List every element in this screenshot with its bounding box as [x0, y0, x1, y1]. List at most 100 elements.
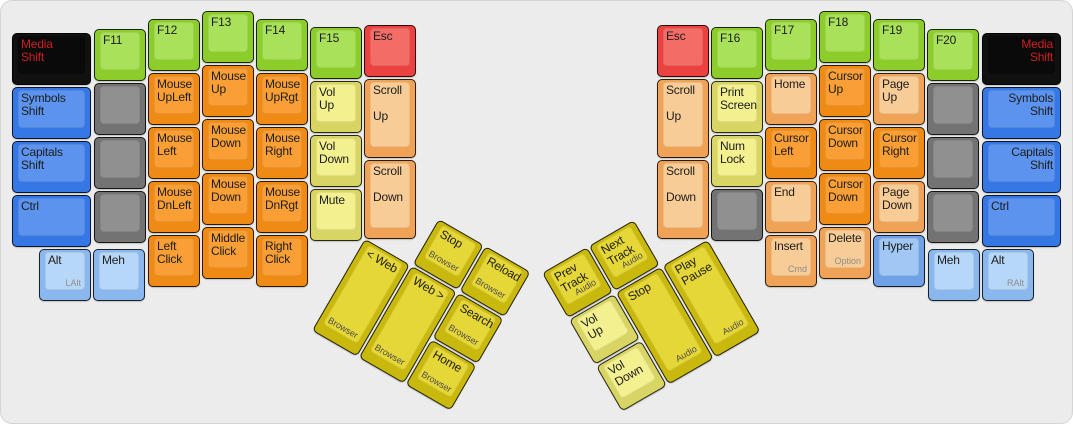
key-label: Vol Up	[319, 85, 336, 112]
keycap-top-surface	[370, 82, 410, 147]
keycap-top-surface	[663, 28, 703, 66]
key-mute[interactable]: Mute	[310, 189, 362, 241]
key-vol-down-left[interactable]: Vol Down	[310, 135, 362, 187]
keycap-top-surface	[988, 36, 1055, 74]
key-f15[interactable]: F15	[310, 27, 362, 79]
key-esc-left[interactable]: Esc	[364, 25, 416, 77]
keycap-top-surface	[208, 68, 248, 106]
key-label: Mouse DnLeft	[157, 185, 193, 212]
key-capitals-shift-right[interactable]: Capitals Shift	[982, 141, 1061, 193]
keycap-top-surface	[988, 90, 1055, 128]
keycap-top-surface	[18, 198, 85, 236]
key-media-shift-right[interactable]: Media Shift	[982, 33, 1061, 85]
key-f17[interactable]: F17	[765, 19, 817, 71]
key-mouse-dnrgt[interactable]: Mouse DnRgt	[256, 181, 308, 233]
keycap-top-surface	[933, 140, 973, 178]
keycap-top-surface	[663, 163, 703, 228]
key-blank-left-2[interactable]	[94, 137, 146, 189]
key-ctrl-left[interactable]: Ctrl	[12, 195, 91, 247]
key-label: Scroll Down	[666, 164, 696, 204]
keycap-top-surface	[262, 22, 302, 60]
keycap-top-surface	[208, 230, 248, 268]
keycap-top-surface	[771, 22, 811, 60]
key-f18[interactable]: F18	[819, 11, 871, 63]
key-blank-right-3[interactable]	[927, 137, 979, 189]
key-page-up[interactable]: Page Up	[873, 73, 925, 125]
keycap-top-surface	[717, 84, 757, 122]
key-label: Mouse Up	[211, 69, 247, 96]
key-scroll-down-left[interactable]: Scroll Down	[364, 160, 416, 239]
key-label: Mouse Left	[157, 131, 193, 158]
key-cursor-down-1[interactable]: Cursor Down	[819, 119, 871, 171]
key-delete[interactable]: Delete Option	[819, 227, 871, 279]
key-label: Meh	[937, 253, 960, 267]
key-mouse-right[interactable]: Mouse Right	[256, 127, 308, 179]
key-middle-click[interactable]: Middle Click	[202, 227, 254, 279]
key-home-right[interactable]: Home	[765, 73, 817, 125]
key-left-click[interactable]: Left Click	[148, 235, 200, 287]
key-media-shift-left[interactable]: Media Shift	[12, 33, 91, 85]
key-mouse-up[interactable]: Mouse Up	[202, 65, 254, 117]
key-mouse-down-1[interactable]: Mouse Down	[202, 119, 254, 171]
key-front-label: LAlt	[65, 278, 81, 288]
key-print-screen[interactable]: Print Screen	[711, 81, 763, 133]
keycap-top-surface	[100, 32, 140, 70]
key-right-click[interactable]: Right Click	[256, 235, 308, 287]
key-blank-left-3[interactable]	[94, 191, 146, 243]
key-scroll-down-right[interactable]: Scroll Down	[657, 160, 709, 239]
keycap-top-surface	[154, 76, 194, 114]
key-mouse-uprgt[interactable]: Mouse UpRgt	[256, 73, 308, 125]
key-label: Mouse DnRgt	[265, 185, 301, 212]
key-label: Scroll Up	[373, 83, 402, 123]
key-insert[interactable]: Insert Cmd	[765, 235, 817, 287]
key-symbols-shift-left[interactable]: Symbols Shift	[12, 87, 91, 139]
key-alt-left[interactable]: Alt LAlt	[39, 249, 91, 301]
keycap-top-surface	[879, 22, 919, 60]
key-scroll-up-left[interactable]: Scroll Up	[364, 79, 416, 158]
key-mouse-dnleft[interactable]: Mouse DnLeft	[148, 181, 200, 233]
key-label: Cursor Up	[828, 69, 863, 96]
key-vol-up-left[interactable]: Vol Up	[310, 81, 362, 133]
key-page-down[interactable]: Page Down	[873, 181, 925, 233]
key-f20[interactable]: F20	[927, 29, 979, 81]
keycap-top-surface	[879, 238, 919, 276]
key-label: F18	[828, 15, 849, 29]
key-capitals-shift-left[interactable]: Capitals Shift	[12, 141, 91, 193]
key-cursor-down-2[interactable]: Cursor Down	[819, 173, 871, 225]
key-f11[interactable]: F11	[94, 29, 146, 81]
key-alt-right[interactable]: Alt RAlt	[982, 249, 1034, 301]
key-mouse-left[interactable]: Mouse Left	[148, 127, 200, 179]
key-label: Cursor Down	[828, 123, 863, 150]
key-scroll-up-right[interactable]: Scroll Up	[657, 79, 709, 158]
key-blank-right-2[interactable]	[927, 83, 979, 135]
key-hyper[interactable]: Hyper	[873, 235, 925, 287]
keycap-top-surface	[988, 252, 1028, 290]
key-label: Cursor Down	[828, 177, 863, 204]
key-label: Mouse Right	[265, 131, 301, 158]
key-esc-right[interactable]: Esc	[657, 25, 709, 77]
keycap-top-surface	[45, 252, 85, 290]
key-cursor-up[interactable]: Cursor Up	[819, 65, 871, 117]
key-f14[interactable]: F14	[256, 19, 308, 71]
key-f13[interactable]: F13	[202, 11, 254, 63]
key-blank-right-4[interactable]	[927, 191, 979, 243]
key-label: Media Shift	[21, 37, 53, 64]
key-label: Print Screen	[720, 85, 757, 112]
key-end[interactable]: End	[765, 181, 817, 233]
key-cursor-left[interactable]: Cursor Left	[765, 127, 817, 179]
key-mouse-upleft[interactable]: Mouse UpLeft	[148, 73, 200, 125]
key-f19[interactable]: F19	[873, 19, 925, 71]
key-mouse-down-2[interactable]: Mouse Down	[202, 173, 254, 225]
keycap-top-surface	[825, 176, 865, 214]
key-meh-right[interactable]: Meh	[928, 249, 980, 301]
key-cursor-right[interactable]: Cursor Right	[873, 127, 925, 179]
key-f12[interactable]: F12	[148, 19, 200, 71]
key-ctrl-right[interactable]: Ctrl	[982, 195, 1061, 247]
keycap-top-surface	[154, 238, 194, 276]
key-symbols-shift-right[interactable]: Symbols Shift	[982, 87, 1061, 139]
key-num-lock[interactable]: Num Lock	[711, 135, 763, 187]
key-blank-right-1[interactable]	[711, 189, 763, 241]
key-meh-left[interactable]: Meh	[93, 249, 145, 301]
key-blank-left-1[interactable]	[94, 83, 146, 135]
key-f16[interactable]: F16	[711, 27, 763, 79]
